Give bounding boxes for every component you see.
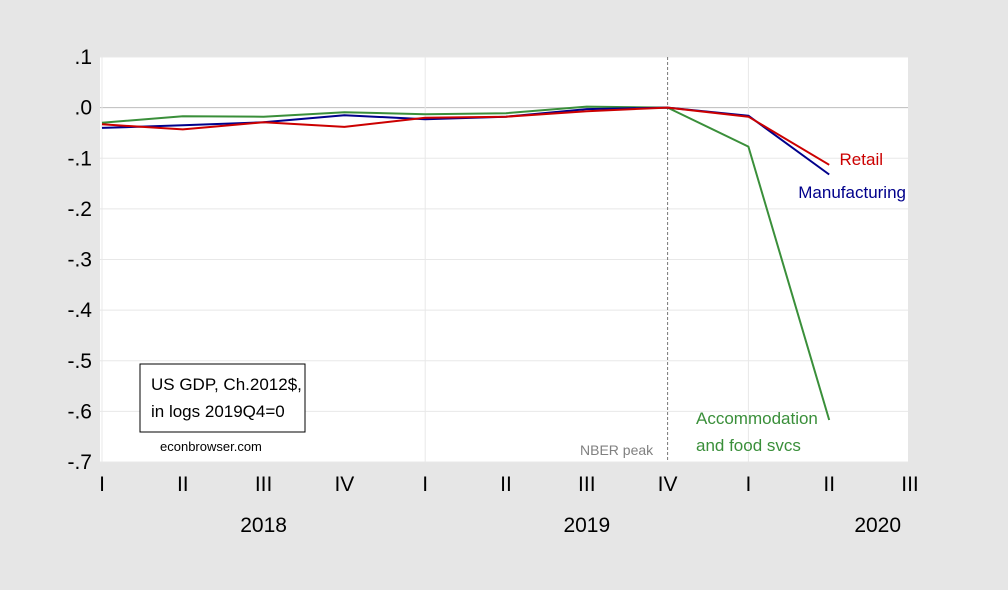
annotation-line-1: US GDP, Ch.2012$, xyxy=(151,375,302,394)
x-tick-label: III xyxy=(255,473,273,496)
x-tick-label: II xyxy=(177,473,189,496)
x-tick-label: III xyxy=(578,473,596,496)
x-tick-label: IV xyxy=(334,473,354,496)
y-tick-label: .0 xyxy=(74,97,92,120)
y-tick-label: -.1 xyxy=(67,147,92,170)
x-tick-label: I xyxy=(745,473,751,496)
series-labels: Retail Manufacturing Accommodation and food… xyxy=(696,150,906,455)
series-label-accommodation-line-1: Accommodation xyxy=(696,409,818,428)
x-tick-label: III xyxy=(901,473,919,496)
annotation-line-2: in logs 2019Q4=0 xyxy=(151,402,285,421)
y-tick-label: -.6 xyxy=(67,400,92,423)
series-label-accommodation-line-2: and food svcs xyxy=(696,436,801,455)
y-tick-label: .1 xyxy=(74,46,92,69)
x-tick-label: I xyxy=(422,473,428,496)
x-tick-label: I xyxy=(99,473,105,496)
y-tick-label: -.3 xyxy=(67,249,92,272)
series-label-manufacturing: Manufacturing xyxy=(798,183,906,202)
x-axis: I II III IV I II III IV I II III xyxy=(99,473,919,496)
series-group xyxy=(101,105,831,421)
series-line-retail xyxy=(101,106,830,166)
x-tick-label: II xyxy=(823,473,835,496)
year-label: 2019 xyxy=(563,514,610,537)
annotation-box: US GDP, Ch.2012$, in logs 2019Q4=0 xyxy=(139,363,306,433)
y-tick-label: -.7 xyxy=(67,451,92,474)
series-line-accommodation-and-food-svcs xyxy=(101,105,831,421)
x-tick-label: IV xyxy=(658,473,678,496)
year-labels: 2018 2019 2020 xyxy=(240,514,901,537)
series-label-retail: Retail xyxy=(840,150,883,169)
credit-label: econbrowser.com xyxy=(160,439,262,454)
year-label: 2018 xyxy=(240,514,287,537)
y-axis: .1 .0 -.1 -.2 -.3 -.4 -.5 -.6 -.7 xyxy=(67,46,92,474)
x-tick-label: II xyxy=(500,473,512,496)
year-label: 2020 xyxy=(854,514,901,537)
nber-peak-label: NBER peak xyxy=(580,442,654,458)
y-tick-label: -.5 xyxy=(67,350,92,373)
y-tick-label: -.2 xyxy=(67,198,92,221)
y-tick-label: -.4 xyxy=(67,299,92,322)
